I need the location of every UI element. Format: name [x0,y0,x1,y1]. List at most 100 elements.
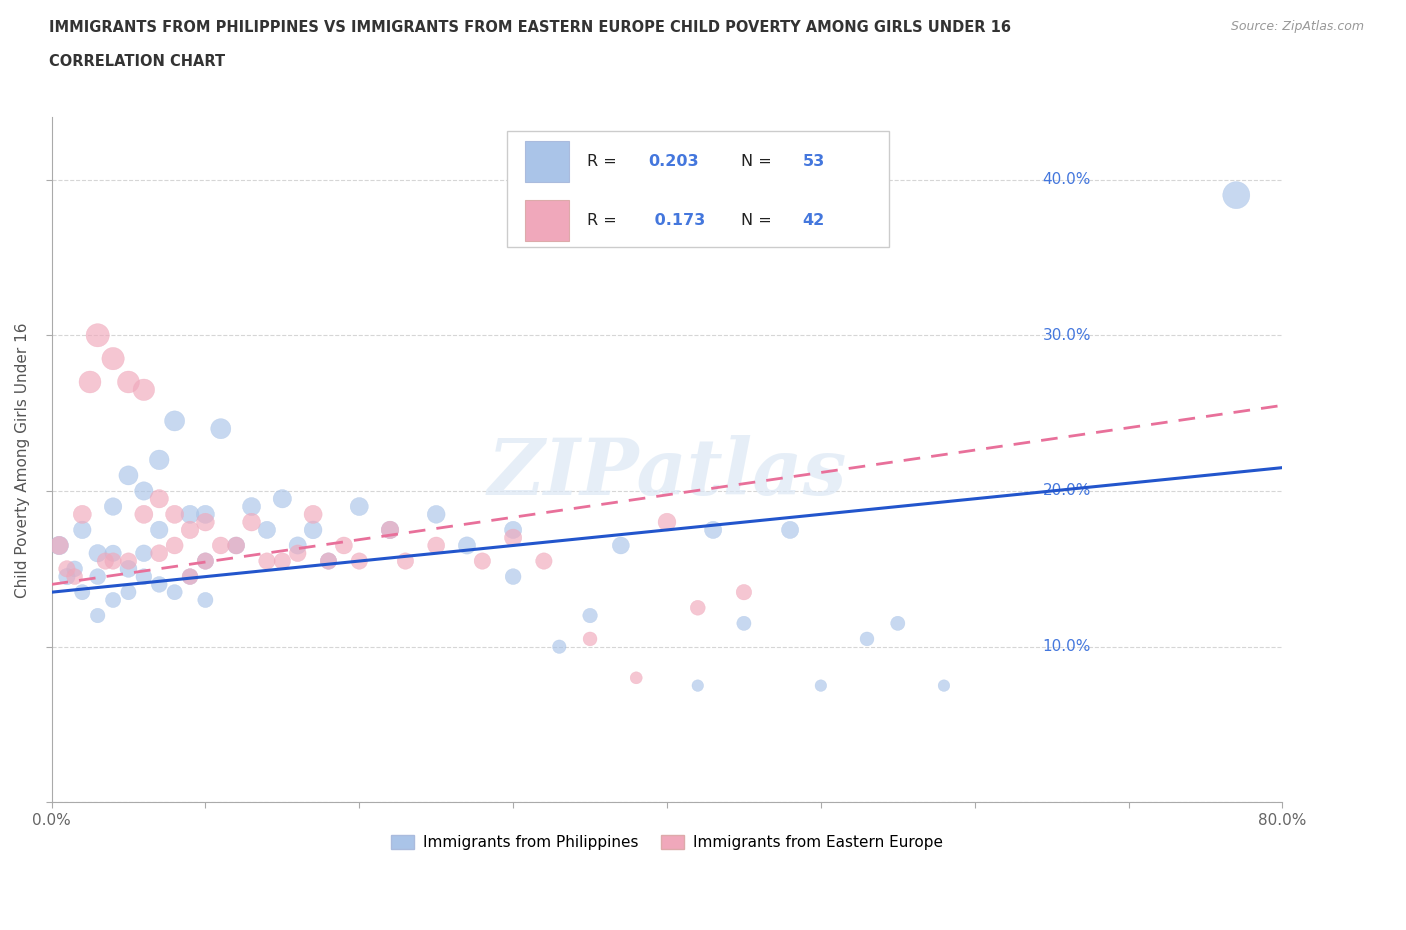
Point [148,523,170,538]
Point [225,538,247,553]
Point [733,616,755,631]
Point [256,553,278,568]
Point [502,530,524,545]
FancyBboxPatch shape [508,131,889,247]
Point [271,491,294,506]
Text: ZIPatlas: ZIPatlas [488,435,846,512]
Point [318,553,340,568]
Point [179,569,201,584]
Point [733,585,755,600]
Point [209,538,232,553]
Point [117,375,139,390]
Point [101,546,124,561]
Point [132,507,155,522]
Text: 42: 42 [803,213,825,228]
Point [225,538,247,553]
Point [425,507,447,522]
Point [194,553,217,568]
Point [548,639,571,654]
Point [240,514,263,529]
Point [148,577,170,591]
Point [117,585,139,600]
Point [86,608,108,623]
Point [502,523,524,538]
Point [63,562,86,577]
Point [349,553,371,568]
Point [194,553,217,568]
Point [471,553,494,568]
Point [117,468,139,483]
Point [63,569,86,584]
FancyBboxPatch shape [526,200,568,241]
Point [533,553,555,568]
Point [271,553,294,568]
Point [686,678,709,693]
Point [655,514,678,529]
FancyBboxPatch shape [526,141,568,182]
Point [132,382,155,397]
Point [932,678,955,693]
Point [86,328,108,343]
Point [132,484,155,498]
Point [148,491,170,506]
Point [194,507,217,522]
Point [318,553,340,568]
Point [79,375,101,390]
Point [333,538,356,553]
Point [256,523,278,538]
Point [72,507,94,522]
Point [287,546,309,561]
Point [302,507,325,522]
Text: IMMIGRANTS FROM PHILIPPINES VS IMMIGRANTS FROM EASTERN EUROPE CHILD POVERTY AMON: IMMIGRANTS FROM PHILIPPINES VS IMMIGRANT… [49,20,1011,35]
Point [686,601,709,616]
Point [1225,188,1247,203]
Point [101,592,124,607]
Point [394,553,416,568]
Point [148,452,170,467]
Text: 0.203: 0.203 [648,154,699,169]
Point [163,585,186,600]
Text: R =: R = [586,154,621,169]
Point [179,569,201,584]
Text: Source: ZipAtlas.com: Source: ZipAtlas.com [1230,20,1364,33]
Text: 0.173: 0.173 [648,213,704,228]
Point [779,523,801,538]
Point [579,608,602,623]
Point [194,592,217,607]
Text: R =: R = [586,213,621,228]
Point [887,616,910,631]
Text: CORRELATION CHART: CORRELATION CHART [49,54,225,69]
Point [610,538,633,553]
Point [163,507,186,522]
Text: N =: N = [741,213,776,228]
Text: 53: 53 [803,154,825,169]
Point [132,546,155,561]
Point [101,553,124,568]
Point [94,553,117,568]
Text: 20.0%: 20.0% [1042,484,1091,498]
Point [378,523,401,538]
Point [194,514,217,529]
Point [101,352,124,366]
Text: 10.0%: 10.0% [1042,639,1091,654]
Point [163,414,186,429]
Point [101,499,124,514]
Point [72,585,94,600]
Point [86,569,108,584]
Point [425,538,447,553]
Point [287,538,309,553]
Point [179,507,201,522]
Point [132,569,155,584]
Point [56,569,79,584]
Point [86,546,108,561]
Point [117,553,139,568]
Text: 30.0%: 30.0% [1042,327,1091,343]
Point [179,523,201,538]
Point [702,523,724,538]
Y-axis label: Child Poverty Among Girls Under 16: Child Poverty Among Girls Under 16 [15,322,30,598]
Point [456,538,478,553]
Text: 40.0%: 40.0% [1042,172,1091,187]
Point [240,499,263,514]
Point [810,678,832,693]
Point [856,631,879,646]
